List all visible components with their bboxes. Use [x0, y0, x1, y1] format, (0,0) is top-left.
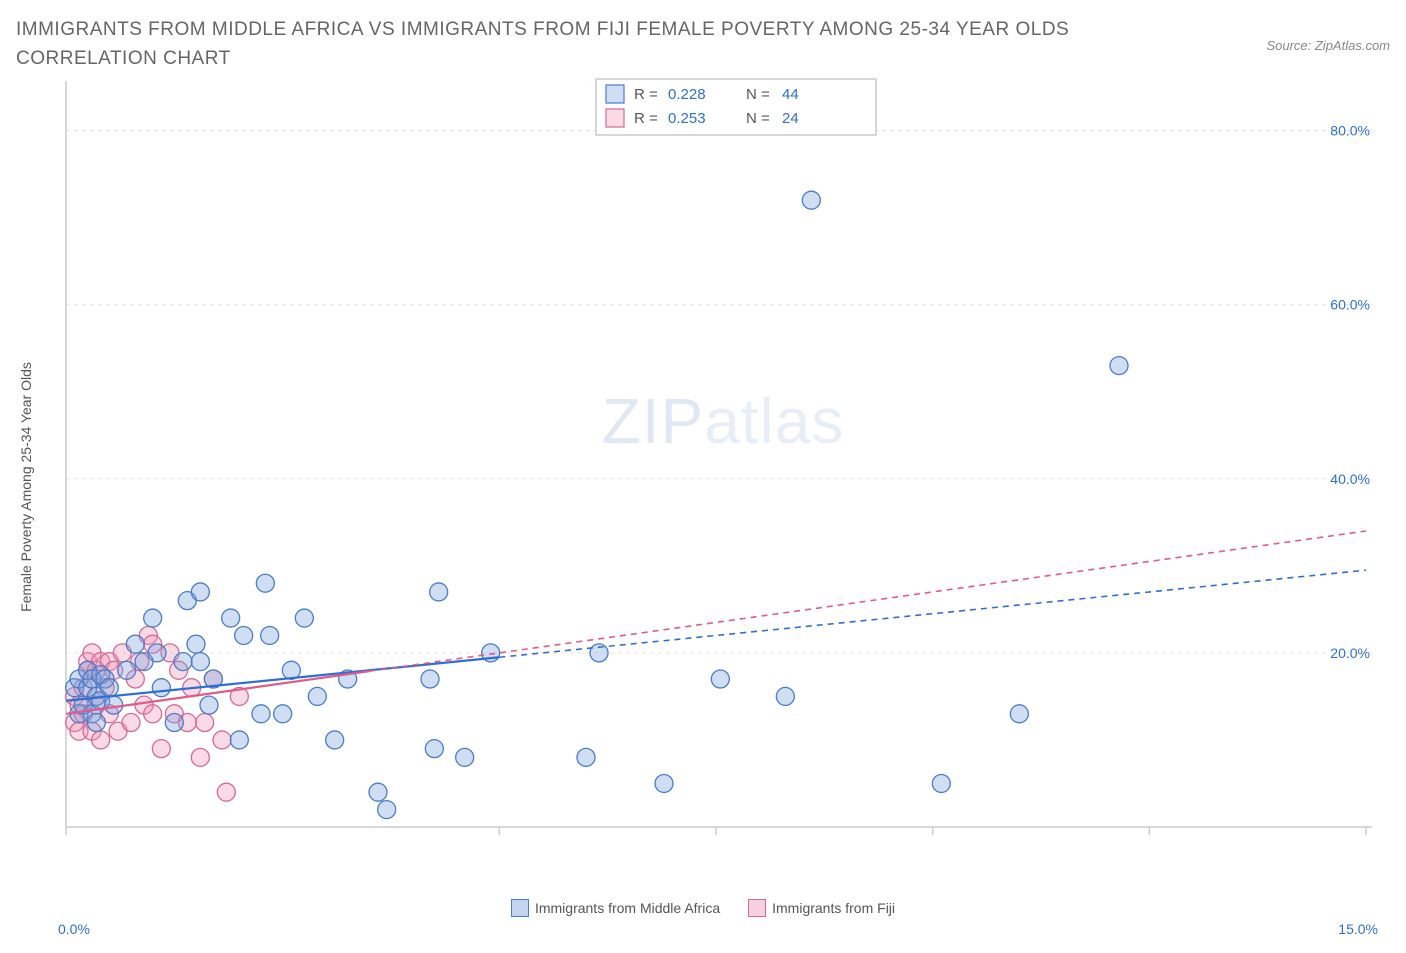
data-point	[105, 696, 123, 714]
regression-line-dashed	[499, 570, 1366, 657]
legend-swatch	[606, 85, 624, 103]
data-point	[295, 609, 313, 627]
svg-text:24: 24	[782, 110, 799, 127]
data-point	[1110, 357, 1128, 375]
data-point	[235, 626, 253, 644]
data-point	[274, 705, 292, 723]
data-point	[326, 731, 344, 749]
data-point	[196, 714, 214, 732]
svg-text:20.0%: 20.0%	[1330, 645, 1370, 661]
y-axis-label: Female Poverty Among 25-34 Year Olds	[18, 362, 34, 612]
bottom-legend: Immigrants from Middle Africa Immigrants …	[16, 899, 1390, 917]
data-point	[122, 714, 140, 732]
data-point	[187, 635, 205, 653]
x-min-label: 0.0%	[58, 921, 90, 937]
svg-text:40.0%: 40.0%	[1330, 471, 1370, 487]
svg-text:R =: R =	[634, 86, 658, 103]
legend-swatch	[511, 899, 529, 917]
data-point	[118, 661, 136, 679]
data-point	[144, 609, 162, 627]
legend-label: Immigrants from Fiji	[772, 900, 895, 916]
svg-text:N =: N =	[746, 110, 770, 127]
data-point	[126, 635, 144, 653]
svg-text:0.228: 0.228	[668, 86, 706, 103]
x-axis-labels: 0.0% 15.0%	[56, 921, 1380, 937]
data-point	[165, 714, 183, 732]
data-point	[711, 670, 729, 688]
data-point	[144, 705, 162, 723]
header-row: IMMIGRANTS FROM MIDDLE AFRICA VS IMMIGRA…	[16, 16, 1390, 73]
data-point	[174, 653, 192, 671]
data-point	[456, 748, 474, 766]
svg-text:N =: N =	[746, 86, 770, 103]
data-point	[100, 679, 118, 697]
regression-line-dashed	[369, 531, 1366, 671]
svg-text:80.0%: 80.0%	[1330, 123, 1370, 139]
x-max-label: 15.0%	[1338, 921, 1378, 937]
data-point	[191, 748, 209, 766]
data-point	[421, 670, 439, 688]
svg-text:60.0%: 60.0%	[1330, 297, 1370, 313]
data-point	[92, 731, 110, 749]
data-point	[222, 609, 240, 627]
data-point	[776, 687, 794, 705]
svg-text:44: 44	[782, 86, 799, 103]
data-point	[308, 687, 326, 705]
source-label: Source: ZipAtlas.com	[1266, 38, 1390, 53]
data-point	[577, 748, 595, 766]
svg-text:0.253: 0.253	[668, 110, 706, 127]
data-point	[191, 653, 209, 671]
data-point	[425, 740, 443, 758]
data-point	[252, 705, 270, 723]
legend-label: Immigrants from Middle Africa	[535, 900, 720, 916]
scatter-plot-svg: 20.0% 40.0% 60.0% 80.0% R = 0.228 N = 44 R = 0.25…	[56, 77, 1376, 857]
chart-container: IMMIGRANTS FROM MIDDLE AFRICA VS IMMIGRA…	[16, 16, 1390, 937]
plot-area: Female Poverty Among 25-34 Year Olds ZIP…	[56, 77, 1390, 897]
data-point	[256, 574, 274, 592]
data-point	[152, 679, 170, 697]
data-point	[230, 731, 248, 749]
data-point	[369, 783, 387, 801]
data-point	[200, 696, 218, 714]
data-point	[802, 191, 820, 209]
data-point	[430, 583, 448, 601]
data-point	[655, 774, 673, 792]
legend-item: Immigrants from Fiji	[748, 899, 895, 917]
data-point	[261, 626, 279, 644]
data-point	[213, 731, 231, 749]
data-point	[148, 644, 166, 662]
data-point	[217, 783, 235, 801]
data-point	[932, 774, 950, 792]
legend-swatch	[748, 899, 766, 917]
legend-item: Immigrants from Middle Africa	[511, 899, 720, 917]
data-point	[1010, 705, 1028, 723]
svg-text:R =: R =	[634, 110, 658, 127]
chart-title: IMMIGRANTS FROM MIDDLE AFRICA VS IMMIGRA…	[16, 16, 1116, 73]
data-point	[87, 714, 105, 732]
data-point	[152, 740, 170, 758]
legend-swatch	[606, 109, 624, 127]
data-point	[378, 801, 396, 819]
data-point	[191, 583, 209, 601]
